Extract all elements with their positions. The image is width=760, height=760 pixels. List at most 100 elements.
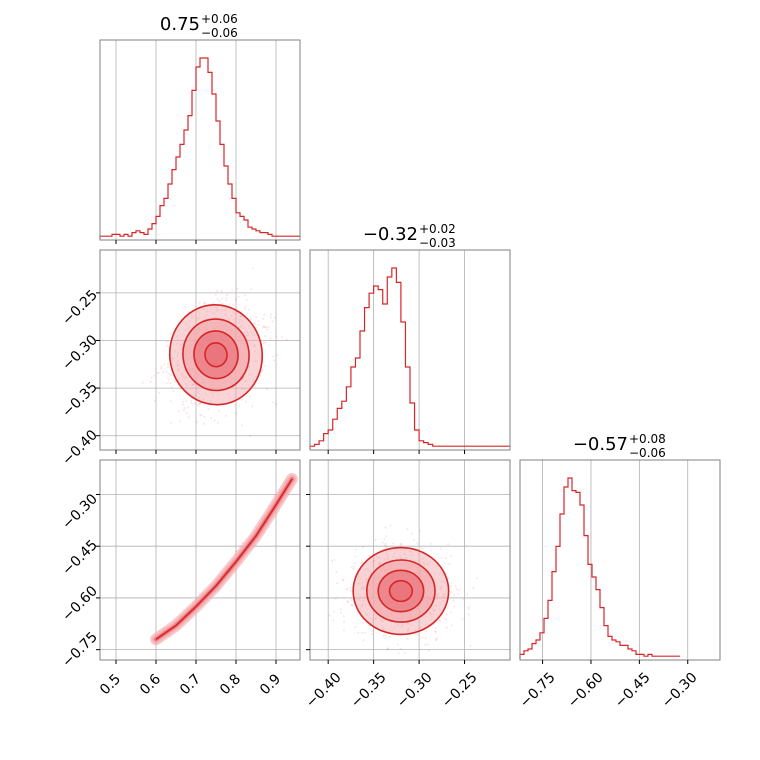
sample-point (342, 579, 344, 582)
sample-point (469, 645, 472, 648)
sample-point (421, 636, 424, 639)
sample-point (226, 293, 229, 296)
sample-point (427, 643, 429, 646)
sample-point (435, 638, 438, 641)
joint-1-3-ytick-label: −0.30 (59, 491, 101, 533)
sample-point (275, 403, 277, 406)
sample-point (386, 647, 389, 650)
sample-point (354, 555, 357, 558)
sample-point (357, 631, 360, 634)
sample-point (434, 630, 437, 633)
joint-2-3-ticks (306, 493, 466, 664)
hist-param-1-panel: 0.75 +0.06 −0.06 (99, 12, 301, 244)
sample-point (435, 637, 438, 640)
sample-point (445, 557, 447, 559)
sample-point (150, 376, 153, 379)
sample-point (275, 335, 278, 338)
sample-point (170, 386, 173, 389)
joint-1-3-contours (150, 473, 298, 646)
sample-point (353, 562, 356, 565)
sample-point (416, 633, 419, 636)
sample-point (193, 402, 196, 405)
joint-2-3-xtick-label: −0.25 (439, 670, 481, 712)
sample-point (225, 297, 228, 299)
sample-point (362, 639, 365, 642)
sample-point (257, 324, 260, 326)
sample-point (384, 542, 387, 545)
sample-point (371, 629, 373, 632)
sample-point (349, 589, 352, 592)
sample-point (342, 629, 345, 632)
sample-point (263, 313, 266, 316)
sample-point (165, 340, 168, 343)
sample-point (160, 367, 163, 370)
sample-point (328, 614, 331, 617)
sample-point (455, 588, 458, 590)
sample-point (281, 336, 283, 339)
sample-point (170, 421, 172, 424)
sample-point (260, 369, 263, 372)
contour-level (204, 342, 228, 368)
sample-point (216, 298, 219, 301)
joint-1-2-ticks (96, 292, 277, 454)
sample-point (362, 621, 365, 624)
hist-param-2-panel: −0.32 +0.02 −0.03 (309, 222, 511, 454)
sample-point (424, 643, 427, 646)
sample-point (450, 624, 453, 627)
hist-param-2-ticks (327, 450, 466, 454)
sample-point (158, 391, 160, 394)
sample-point (333, 610, 336, 613)
sample-point (371, 633, 374, 636)
hist-param-1-ticks (115, 240, 277, 244)
joint-1-3-xtick-label: 0.5 (97, 671, 124, 698)
sample-point (231, 289, 234, 292)
sample-point (448, 563, 451, 566)
sample-point (450, 591, 453, 594)
joint-1-2-ytick-label: −0.30 (59, 332, 101, 374)
sample-point (200, 414, 203, 417)
sample-point (269, 337, 272, 340)
sample-point (166, 382, 169, 385)
sample-point (443, 617, 446, 620)
sample-point (453, 605, 456, 608)
sample-point (446, 626, 448, 629)
sample-point (198, 402, 201, 405)
sample-point (184, 305, 187, 308)
sample-point (198, 302, 201, 304)
joint-1-3-xtick-label: 0.8 (217, 671, 244, 698)
sample-point (165, 370, 168, 373)
sample-point (440, 547, 442, 550)
hist-param-3-xtick-label: −0.75 (517, 670, 559, 712)
sample-point (210, 417, 213, 420)
contour-level (155, 478, 293, 640)
sample-point (445, 613, 448, 616)
sample-point (183, 407, 186, 410)
sample-point (255, 316, 258, 319)
sample-point (169, 332, 172, 335)
hist-param-1-title-median: 0.75 (160, 14, 200, 35)
sample-point (385, 535, 388, 538)
sample-point (424, 637, 427, 640)
sample-point (250, 288, 253, 291)
sample-point (254, 322, 257, 325)
sample-point (400, 543, 403, 545)
sample-point (182, 409, 185, 412)
sample-point (454, 585, 457, 588)
sample-point (269, 316, 272, 319)
sample-point (350, 604, 353, 607)
hist-param-3-histogram (519, 477, 680, 659)
sample-point (447, 543, 450, 546)
sample-point (198, 402, 201, 405)
sample-point (368, 624, 371, 627)
sample-point (213, 419, 216, 422)
sample-point (257, 320, 260, 322)
sample-point (339, 608, 342, 611)
sample-point (225, 299, 228, 301)
sample-point (467, 613, 470, 616)
sample-point (420, 547, 423, 550)
sample-point (349, 586, 351, 589)
sample-point (342, 578, 345, 581)
sample-point (273, 359, 276, 362)
sample-point (271, 401, 274, 404)
sample-point (218, 409, 220, 412)
